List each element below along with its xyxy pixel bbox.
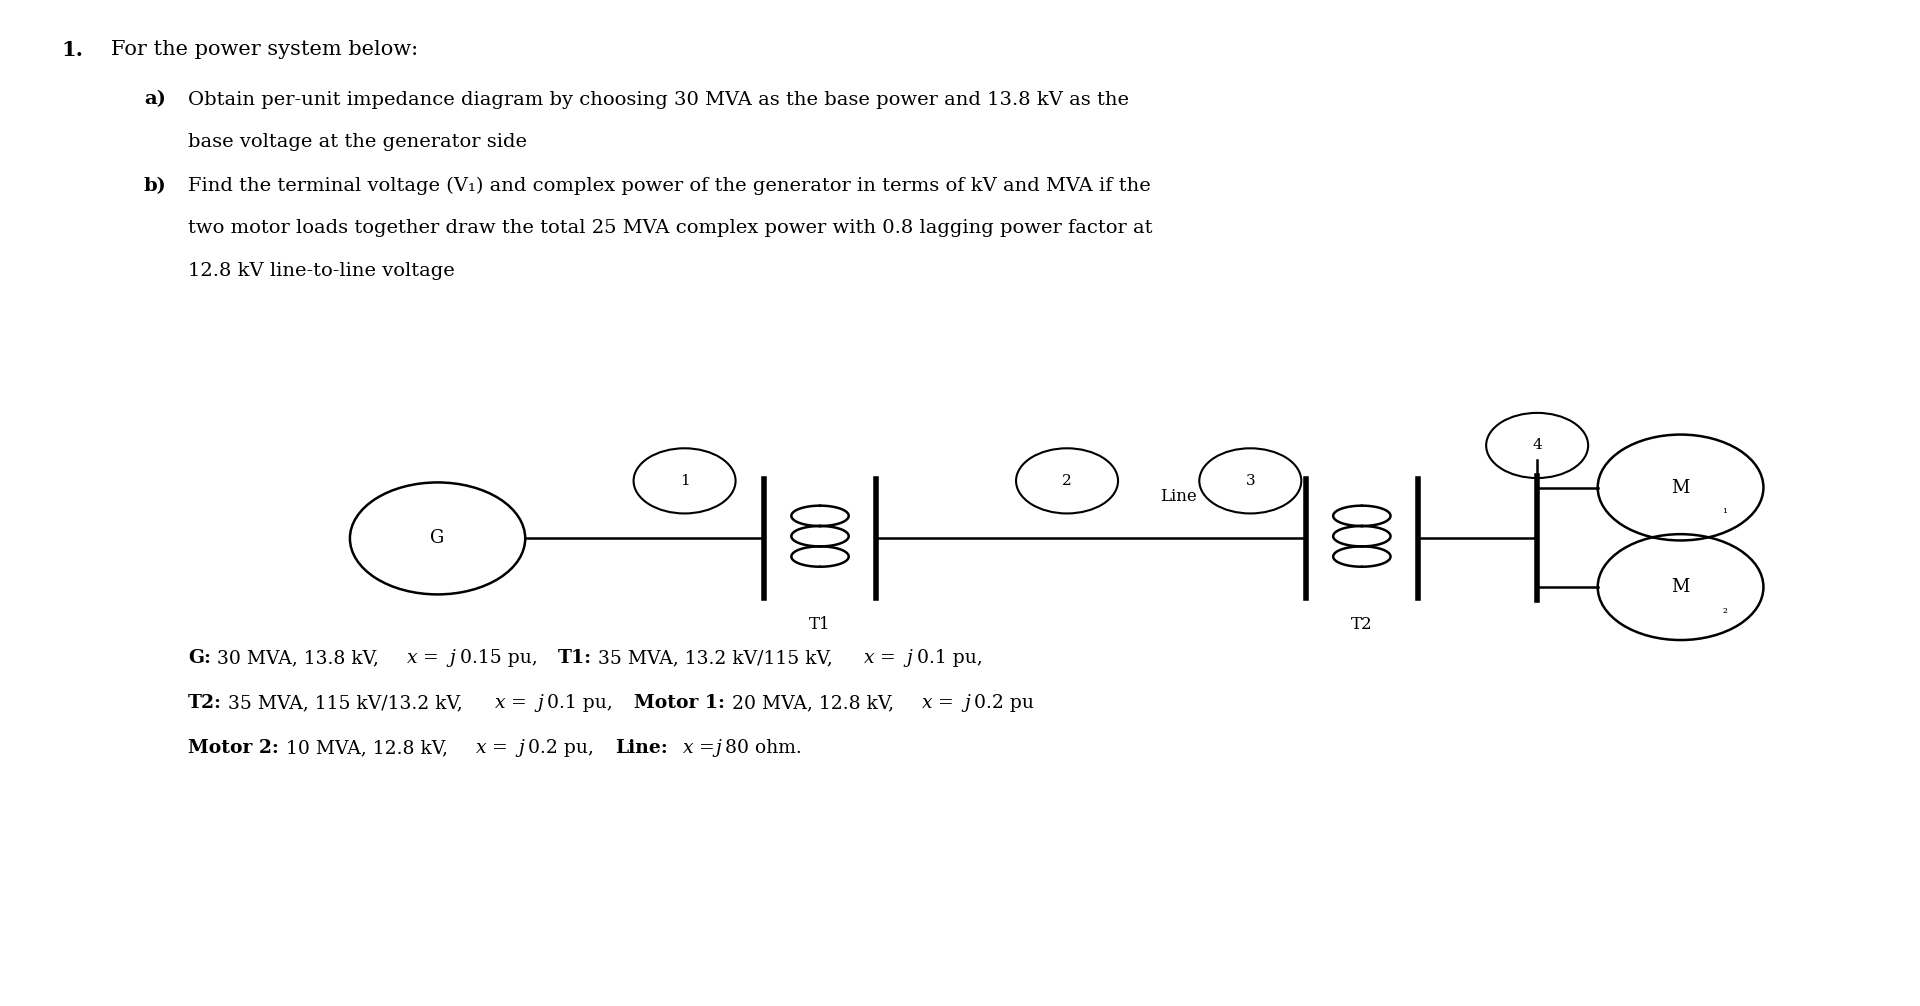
Text: j: j (714, 739, 722, 758)
Text: j: j (964, 694, 970, 712)
Text: 0.2 pu: 0.2 pu (975, 694, 1035, 712)
Text: 4: 4 (1532, 439, 1542, 453)
Text: =: = (931, 694, 960, 712)
Text: j: j (538, 694, 543, 712)
Text: M: M (1672, 578, 1690, 597)
Text: G:: G: (188, 649, 211, 667)
Text: x: x (407, 649, 419, 667)
Text: 35 MVA, 13.2 kV/115 kV,: 35 MVA, 13.2 kV/115 kV, (591, 649, 839, 667)
Text: =: = (693, 739, 714, 758)
Text: two motor loads together draw the total 25 MVA complex power with 0.8 lagging po: two motor loads together draw the total … (188, 219, 1152, 237)
Text: 80 ohm.: 80 ohm. (726, 739, 803, 758)
Text: j: j (449, 649, 455, 667)
Text: T2: T2 (1352, 616, 1373, 633)
Text: j: j (518, 739, 524, 758)
Text: x: x (922, 694, 933, 712)
Text: Motor 1:: Motor 1: (634, 694, 726, 712)
Text: 12.8 kV line-to-line voltage: 12.8 kV line-to-line voltage (188, 262, 455, 280)
Text: 30 MVA, 13.8 kV,: 30 MVA, 13.8 kV, (211, 649, 384, 667)
Text: 0.15 pu,: 0.15 pu, (459, 649, 543, 667)
Text: T1: T1 (808, 616, 831, 633)
Text: 10 MVA, 12.8 kV,: 10 MVA, 12.8 kV, (280, 739, 453, 758)
Text: T2:: T2: (188, 694, 223, 712)
Text: T1:: T1: (557, 649, 591, 667)
Text: 0.1 pu,: 0.1 pu, (547, 694, 618, 712)
Text: 0.2 pu,: 0.2 pu, (528, 739, 601, 758)
Text: 1.: 1. (61, 40, 83, 60)
Text: M: M (1672, 479, 1690, 497)
Text: Line: Line (1160, 488, 1196, 505)
Text: j: j (906, 649, 912, 667)
Text: b): b) (144, 177, 167, 195)
Text: 0.1 pu,: 0.1 pu, (916, 649, 983, 667)
Text: 20 MVA, 12.8 kV,: 20 MVA, 12.8 kV, (726, 694, 900, 712)
Text: =: = (505, 694, 532, 712)
Text: Motor 2:: Motor 2: (188, 739, 278, 758)
Text: 35 MVA, 115 kV/13.2 kV,: 35 MVA, 115 kV/13.2 kV, (223, 694, 468, 712)
Text: x: x (864, 649, 876, 667)
Text: =: = (417, 649, 445, 667)
Text: x: x (476, 739, 486, 758)
Text: 2: 2 (1062, 474, 1071, 488)
Text: 1: 1 (680, 474, 689, 488)
Text: x: x (495, 694, 505, 712)
Text: ₁: ₁ (1722, 503, 1726, 516)
Text: G: G (430, 529, 445, 547)
Text: x: x (684, 739, 693, 758)
Text: Obtain per-unit impedance diagram by choosing 30 MVA as the base power and 13.8 : Obtain per-unit impedance diagram by cho… (188, 91, 1129, 109)
Text: 3: 3 (1246, 474, 1256, 488)
Text: =: = (486, 739, 513, 758)
Text: base voltage at the generator side: base voltage at the generator side (188, 133, 528, 151)
Text: Line:: Line: (614, 739, 668, 758)
Text: =: = (874, 649, 902, 667)
Text: a): a) (144, 91, 165, 109)
Text: For the power system below:: For the power system below: (111, 40, 419, 59)
Text: ₂: ₂ (1722, 603, 1726, 616)
Text: Find the terminal voltage (V₁) and complex power of the generator in terms of kV: Find the terminal voltage (V₁) and compl… (188, 177, 1150, 195)
